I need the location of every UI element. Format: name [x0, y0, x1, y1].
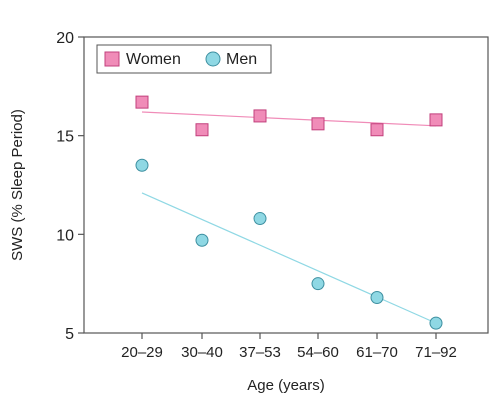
legend-box — [96, 44, 272, 74]
men-point — [195, 233, 209, 247]
x-tick-label: 30–40 — [181, 344, 223, 361]
women-point — [195, 123, 209, 137]
men-point — [253, 212, 267, 226]
x-tick-label: 54–60 — [297, 344, 339, 361]
data-points — [135, 95, 443, 330]
x-axis-title: Age (years) — [247, 377, 325, 394]
x-tick-label: 20–29 — [121, 344, 163, 361]
y-axis: 5 10 15 20 — [56, 30, 84, 343]
plot-frame — [83, 36, 489, 334]
women-trend-line — [141, 111, 437, 127]
women-point — [429, 113, 443, 127]
y-tick-label: 15 — [56, 129, 74, 146]
y-tick-label: 5 — [65, 326, 74, 343]
y-tick-label: 20 — [56, 30, 74, 47]
women-point — [253, 109, 267, 123]
trend-lines — [141, 111, 437, 324]
men-point — [135, 158, 149, 172]
men-point — [370, 290, 384, 304]
legend-women-label: Women — [126, 51, 181, 68]
legend-women-marker — [104, 51, 120, 67]
men-trend-line — [141, 192, 437, 324]
women-point — [135, 95, 149, 109]
women-point — [370, 123, 384, 137]
legend-men-marker — [205, 51, 221, 67]
men-point — [429, 316, 443, 330]
y-axis-title: SWS (% Sleep Period) — [9, 109, 26, 261]
x-tick-label: 71–92 — [415, 344, 457, 361]
legend-men-label: Men — [226, 51, 257, 68]
men-point — [311, 277, 325, 291]
women-point — [311, 117, 325, 131]
x-tick-label: 61–70 — [356, 344, 398, 361]
y-tick-label: 10 — [56, 227, 74, 244]
x-axis: 20–29 30–40 37–53 54–60 61–70 71–92 — [121, 333, 457, 361]
legend: Women Men — [96, 44, 272, 74]
x-tick-label: 37–53 — [239, 344, 281, 361]
